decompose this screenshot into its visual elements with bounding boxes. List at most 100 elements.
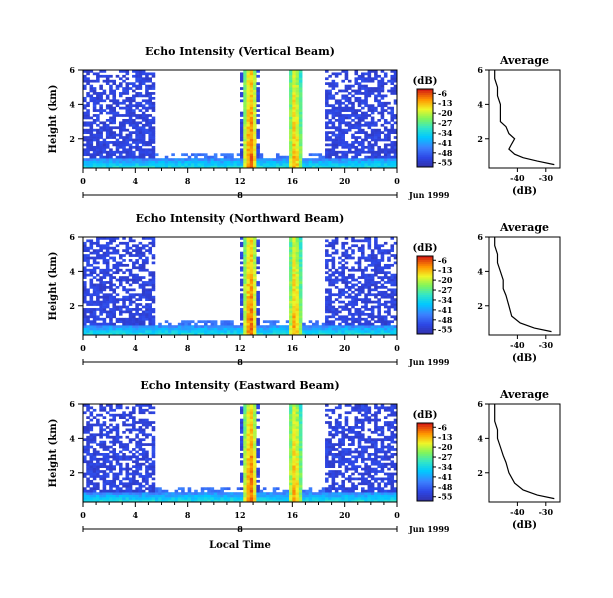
heatmap-cell xyxy=(292,440,296,444)
heatmap-cell xyxy=(374,143,378,147)
heatmap-cell xyxy=(354,160,359,164)
heatmap-cell xyxy=(190,320,195,324)
heatmap-cell xyxy=(249,497,254,500)
heatmap-cell xyxy=(253,445,257,449)
heatmap-cell xyxy=(141,455,146,459)
heatmap-cell xyxy=(298,440,303,444)
heatmap-cell xyxy=(328,268,332,272)
heatmap-cell xyxy=(298,239,303,243)
heatmap-cell xyxy=(315,330,319,333)
heatmap-cell xyxy=(197,325,202,328)
heatmap-cell xyxy=(354,303,359,306)
heatmap-cell xyxy=(253,404,257,407)
heatmap-cell xyxy=(246,254,251,257)
heatmap-cell xyxy=(194,153,198,157)
heatmap-cell xyxy=(105,472,110,476)
colorbar-segment xyxy=(417,328,433,331)
heatmap-cell xyxy=(128,288,133,292)
heatmap-cell xyxy=(112,489,117,493)
heatmap-cell xyxy=(361,298,365,301)
heatmap-cell xyxy=(132,121,136,125)
heatmap-cell xyxy=(354,141,359,144)
heatmap-cell xyxy=(367,136,372,139)
heatmap-cell xyxy=(128,283,133,287)
heatmap-cell xyxy=(240,428,244,432)
heatmap-cell xyxy=(151,109,156,112)
heatmap-cell xyxy=(158,332,162,336)
heatmap-cell xyxy=(289,286,293,289)
heatmap-cell xyxy=(275,327,280,331)
heatmap-cell xyxy=(338,138,342,142)
heatmap-cell xyxy=(135,494,139,498)
heatmap-cell xyxy=(132,465,136,468)
heatmap-cell xyxy=(102,494,107,498)
heatmap-cell xyxy=(338,278,342,282)
heatmap-cell xyxy=(141,290,146,294)
heatmap-cell xyxy=(83,460,87,464)
heatmap-cell xyxy=(253,484,257,488)
heatmap-cell xyxy=(289,89,293,93)
heatmap-cell xyxy=(145,433,149,437)
colorbar-segment xyxy=(417,300,433,304)
heatmap-cell xyxy=(256,411,260,415)
heatmap-cell xyxy=(226,325,231,328)
heatmap-cell xyxy=(240,317,244,321)
heatmap-cell xyxy=(89,158,94,161)
heatmap-cell xyxy=(89,241,94,245)
heatmap-cell xyxy=(249,450,254,454)
heatmap-cell xyxy=(184,494,188,498)
heatmap-cell xyxy=(256,406,260,410)
heatmap-cell xyxy=(118,145,123,149)
heatmap-cell xyxy=(138,418,143,422)
heatmap-cell xyxy=(325,259,329,262)
heatmap-cell xyxy=(102,320,107,324)
heatmap-cell xyxy=(105,489,110,493)
colorbar-segment xyxy=(417,289,433,292)
heatmap-cell xyxy=(341,128,345,132)
heatmap-cell xyxy=(347,87,352,90)
heatmap-cell xyxy=(122,489,126,493)
heatmap-cell xyxy=(256,87,260,90)
heatmap-cell xyxy=(243,404,247,407)
heatmap-cell xyxy=(96,131,100,134)
heatmap-cell xyxy=(154,332,159,336)
heatmap-cell xyxy=(331,94,336,98)
heatmap-cell xyxy=(298,448,303,451)
heatmap-cell xyxy=(298,70,303,73)
heatmap-cell xyxy=(89,438,94,442)
heatmap-cell xyxy=(125,470,130,473)
heatmap-cell xyxy=(194,330,198,333)
heatmap-cell xyxy=(161,499,166,503)
heatmap-cell xyxy=(361,143,365,147)
heatmap-cell xyxy=(141,126,146,130)
heatmap-cell xyxy=(367,246,372,250)
heatmap-cell xyxy=(96,413,100,417)
heatmap-cell xyxy=(269,327,274,331)
heatmap-cell xyxy=(380,286,385,289)
heatmap-cell xyxy=(102,433,107,437)
heatmap-cell xyxy=(295,416,300,419)
heatmap-cell xyxy=(135,457,139,461)
colorbar-segment xyxy=(417,124,433,127)
heatmap-cell xyxy=(141,288,146,292)
heatmap-cell xyxy=(331,497,336,500)
heatmap-cell xyxy=(246,494,251,498)
heatmap-cell xyxy=(272,330,277,333)
colorbar-segment xyxy=(417,322,433,325)
heatmap-cell xyxy=(344,256,349,260)
heatmap-cell xyxy=(187,330,192,333)
heatmap-cell xyxy=(128,106,133,110)
heatmap-cell xyxy=(135,128,139,132)
heatmap-cell xyxy=(154,165,159,169)
heatmap-cell xyxy=(272,160,277,164)
heatmap-cell xyxy=(135,249,139,252)
heatmap-cell xyxy=(289,416,293,419)
heatmap-cell xyxy=(118,123,123,127)
heatmap-cell xyxy=(99,330,103,333)
heatmap-cell xyxy=(151,325,156,328)
heatmap-cell xyxy=(298,475,303,478)
heatmap-cell xyxy=(357,259,362,262)
heatmap-cell xyxy=(138,74,143,78)
heatmap-cell xyxy=(325,111,329,115)
heatmap-cell xyxy=(141,116,146,120)
